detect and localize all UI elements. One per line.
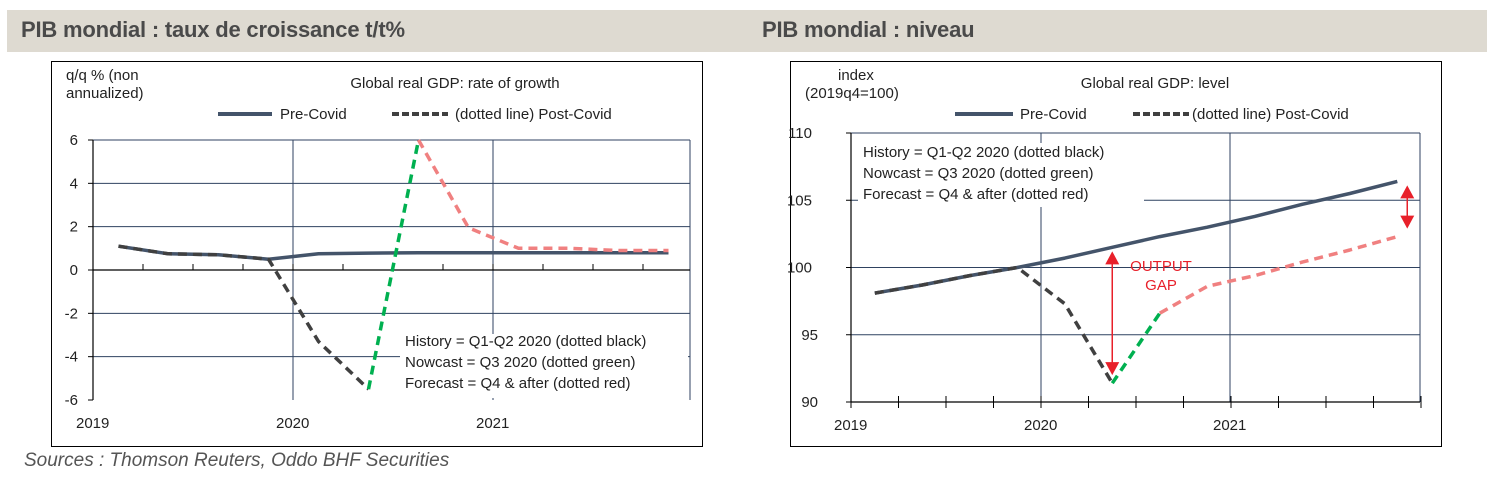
level-xtick-label: 2019 <box>834 417 867 434</box>
level-legend-post-covid-label: (dotted line) Post-Covid <box>1192 106 1349 123</box>
level-ytick-label: 105 <box>787 192 812 209</box>
growth-ytick-label: 4 <box>70 175 78 192</box>
level-series-nowcast-line <box>1110 312 1162 385</box>
growth-ytick-label: 6 <box>70 132 78 149</box>
growth-series-forecast-line <box>416 139 669 253</box>
growth-annotation-line: Forecast = Q4 & after (dotted red) <box>405 375 631 392</box>
growth-legend-post-covid-label: (dotted line) Post-Covid <box>455 106 612 123</box>
title-banner <box>7 10 1487 52</box>
level-output-gap-label: GAP <box>1145 277 1177 294</box>
growth-series-history-line <box>118 244 370 391</box>
level-annotation-line: Forecast = Q4 & after (dotted red) <box>863 186 1089 203</box>
level-output-gap-label: OUTPUT <box>1130 258 1192 275</box>
level-xtick-label: 2020 <box>1024 417 1057 434</box>
sources-note: Sources : Thomson Reuters, Oddo BHF Secu… <box>24 450 450 471</box>
growth-annotation-line: Nowcast = Q3 2020 (dotted green) <box>405 354 636 371</box>
growth-ytick-label: 0 <box>70 262 78 279</box>
growth-xtick-label: 2021 <box>476 415 509 432</box>
growth-ytick-label: 2 <box>70 219 78 236</box>
level-ytick-label: 110 <box>788 125 812 142</box>
growth-series-nowcast-line <box>366 139 421 390</box>
level-series-forecast-line <box>1158 234 1398 315</box>
growth-ytick-label: -2 <box>65 305 78 322</box>
level-ytick-label: 90 <box>801 394 818 411</box>
growth-ylabel: q/q % (non <box>66 67 139 84</box>
level-legend-pre-covid-label: Pre-Covid <box>1020 106 1087 123</box>
right-chart-banner-title: PIB mondial : niveau <box>762 17 975 42</box>
level-series-pre-covid-line <box>874 179 1398 295</box>
growth-ytick-label: -4 <box>65 349 78 366</box>
growth-ylabel: annualized) <box>66 85 144 102</box>
growth-xtick-label: 2020 <box>276 415 309 432</box>
level-series-history-line <box>874 265 1114 385</box>
growth-annotation-bg <box>400 334 688 398</box>
level-output-gap-arrow-head-down <box>1105 362 1120 376</box>
level-annotation-bg <box>858 143 1144 207</box>
growth-ytick-label: -6 <box>65 392 78 409</box>
level-ylabel: (2019q4=100) <box>805 85 899 102</box>
growth-annotation-line: History = Q1-Q2 2020 (dotted black) <box>405 333 646 350</box>
level-output-gap-arrow-head-down <box>1400 215 1415 229</box>
growth-xtick-label: 2019 <box>76 415 109 432</box>
level-ytick-label: 100 <box>787 260 812 277</box>
level-xtick-label: 2021 <box>1213 417 1246 434</box>
level-chart-title: Global real GDP: level <box>1081 75 1229 92</box>
level-ytick-label: 95 <box>801 327 818 344</box>
level-ylabel: index <box>838 67 874 84</box>
level-output-gap-arrow-head-up <box>1105 251 1120 265</box>
left-chart-banner-title: PIB mondial : taux de croissance t/t% <box>21 17 405 42</box>
level-annotation-line: Nowcast = Q3 2020 (dotted green) <box>863 165 1094 182</box>
level-output-gap-arrow-head-up <box>1400 185 1415 199</box>
growth-legend-pre-covid-label: Pre-Covid <box>280 106 347 123</box>
growth-chart-title: Global real GDP: rate of growth <box>350 75 559 92</box>
level-annotation-line: History = Q1-Q2 2020 (dotted black) <box>863 144 1104 161</box>
